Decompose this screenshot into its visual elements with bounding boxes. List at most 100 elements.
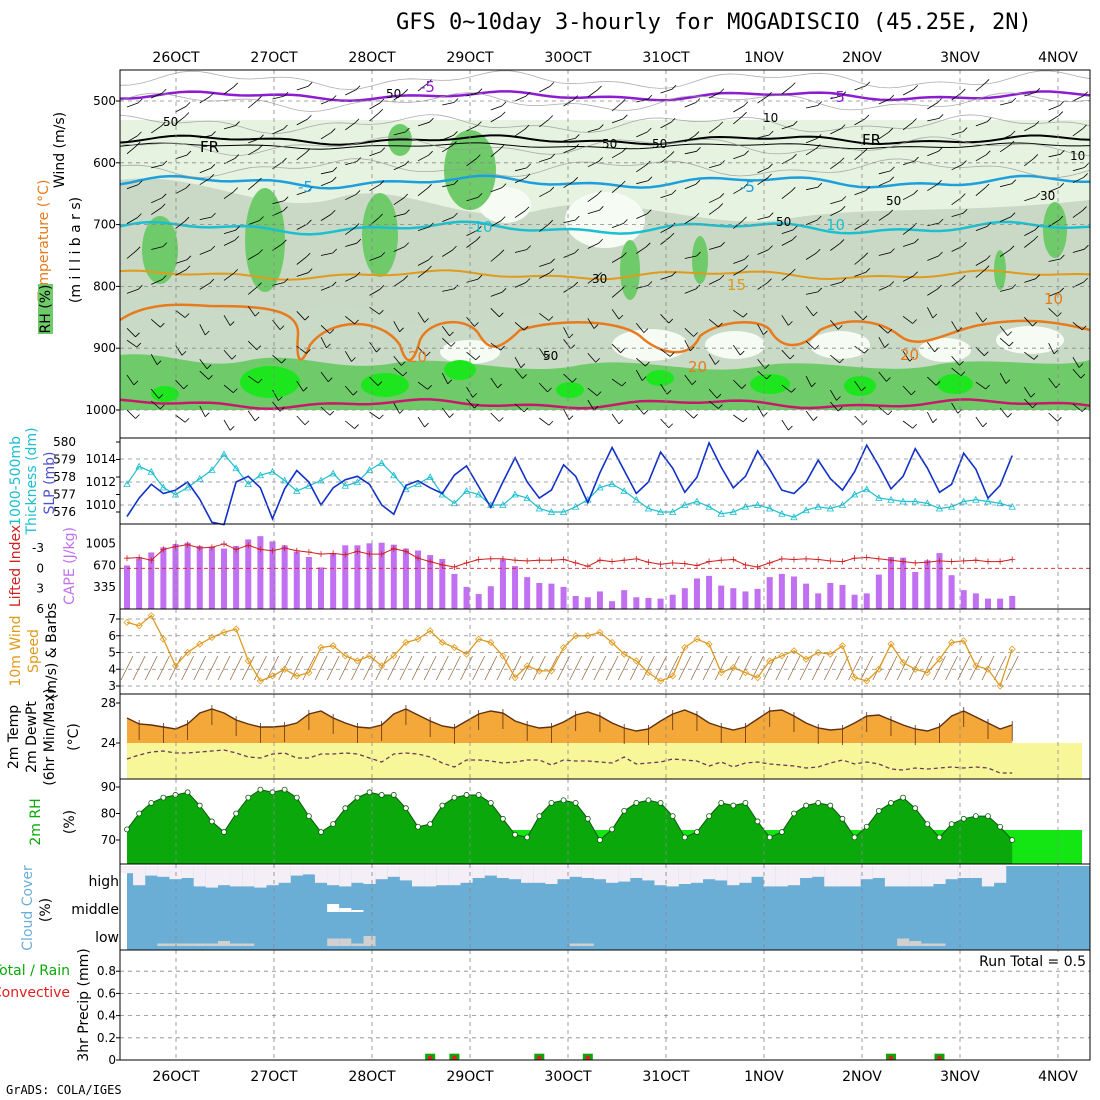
wind-barb	[369, 184, 381, 192]
wind-barb-flag	[330, 209, 336, 215]
thickness-point	[850, 490, 859, 498]
thickness-point	[426, 473, 434, 480]
wind-speed-point	[232, 625, 240, 633]
wind-barb	[344, 350, 352, 362]
wind-barb	[1024, 239, 1035, 248]
thickness-frame	[119, 437, 1091, 525]
wind-barb	[708, 164, 721, 169]
wind10-tick-label: 5	[108, 646, 116, 660]
wind-barb	[126, 184, 139, 190]
wind-speed-point	[790, 647, 798, 655]
wind-barb-flag	[623, 114, 628, 120]
wind-barb	[708, 318, 719, 328]
wind-barb	[514, 210, 526, 218]
wind-barb-flag	[767, 92, 772, 97]
wind-speed-point	[475, 635, 483, 643]
cloud-high-clear	[739, 866, 752, 883]
wind-barb-flag	[889, 94, 895, 100]
wind-barb	[344, 385, 354, 396]
wind-barb-flag	[791, 82, 796, 87]
cloud-high-clear	[351, 866, 364, 883]
wind-barb	[441, 372, 449, 384]
li-point	[305, 549, 312, 556]
cape-bar	[803, 583, 810, 609]
wind-barb-flag	[355, 190, 361, 195]
slp-line	[126, 440, 1013, 526]
wind-barb	[247, 410, 256, 422]
surface-wind-barb	[338, 655, 352, 681]
wind-barb-flag	[424, 318, 429, 323]
wind-barb	[539, 272, 551, 279]
li-point	[815, 556, 822, 563]
wind-barb	[1000, 101, 1012, 106]
wind-barb	[417, 346, 427, 357]
wind-barb-flag	[278, 396, 283, 401]
wind-barb	[369, 112, 379, 122]
thickness-point	[572, 502, 580, 510]
wind-barb-flag	[234, 154, 240, 159]
wind-barb	[636, 98, 649, 103]
wind-barb	[708, 197, 721, 204]
wind-barb	[466, 240, 477, 248]
precip-total-label: Total / Rain	[0, 963, 70, 979]
wind-barb-flag	[428, 150, 433, 156]
cloud-high-clear	[314, 866, 328, 883]
thickness-point	[377, 459, 386, 466]
surface-wind-barb	[484, 655, 498, 681]
wind-barb	[999, 134, 1012, 141]
wind-barb-flag	[1081, 407, 1087, 412]
wind-barb-flag	[620, 99, 626, 104]
wind-barb-flag	[599, 206, 604, 211]
wind-barb	[514, 282, 527, 288]
wind-barb-flag	[841, 91, 847, 96]
wind-barb	[587, 128, 600, 133]
date-label-top: 1NOV	[744, 50, 784, 66]
li-point	[584, 563, 591, 570]
wind-barb-flag	[938, 218, 944, 224]
surface-wind-barb	[933, 655, 946, 681]
cloud-high-clear	[205, 866, 218, 888]
wind-barb	[805, 306, 814, 317]
wind-speed-point	[972, 662, 980, 670]
wind-barb	[926, 307, 934, 319]
rh-point	[645, 797, 652, 804]
wind-barb	[854, 118, 866, 126]
wind-barb-flag	[526, 245, 531, 250]
thickness-label-1: 1000-500mb	[8, 436, 24, 526]
date-label-bottom: 4NOV	[1038, 1069, 1078, 1085]
wind-barb	[296, 85, 309, 91]
rh-point	[888, 800, 894, 806]
wind-speed-point	[317, 643, 325, 652]
wind-barb-flag	[135, 141, 141, 147]
rh-point	[281, 786, 288, 793]
surface-wind-barb	[993, 655, 1007, 681]
wind-barb	[417, 121, 430, 127]
thickness-point	[196, 474, 204, 482]
li-point	[778, 555, 785, 562]
wind-barb	[684, 328, 694, 337]
wind-barb	[1072, 128, 1083, 137]
rh2m-axis-label: 2m RH	[28, 798, 44, 845]
wind-barb	[151, 164, 163, 169]
wind-barb	[248, 138, 260, 144]
wind-barb-flag	[229, 426, 235, 431]
wind-barb	[951, 164, 963, 171]
temperature-contour-label: -5	[830, 88, 845, 106]
wind-barb	[126, 102, 139, 108]
li-point	[766, 559, 773, 566]
rh-point	[512, 831, 518, 838]
cloud-high-clear	[666, 866, 679, 887]
wind-speed-point	[935, 655, 944, 663]
wind-barb-flag	[671, 85, 677, 90]
wind-barb	[1024, 278, 1036, 283]
wind-barb-flag	[449, 413, 454, 418]
wind-barb-flag	[1059, 287, 1065, 293]
wind-speed-point	[414, 635, 422, 643]
wind-speed-point	[547, 667, 555, 675]
surface-wind-barb	[217, 655, 231, 681]
thickness-point	[669, 508, 677, 515]
cloud-low-bar	[569, 943, 582, 946]
thickness-point	[147, 467, 155, 475]
thickness-point	[208, 466, 216, 473]
wind-barb-flag	[984, 183, 990, 189]
